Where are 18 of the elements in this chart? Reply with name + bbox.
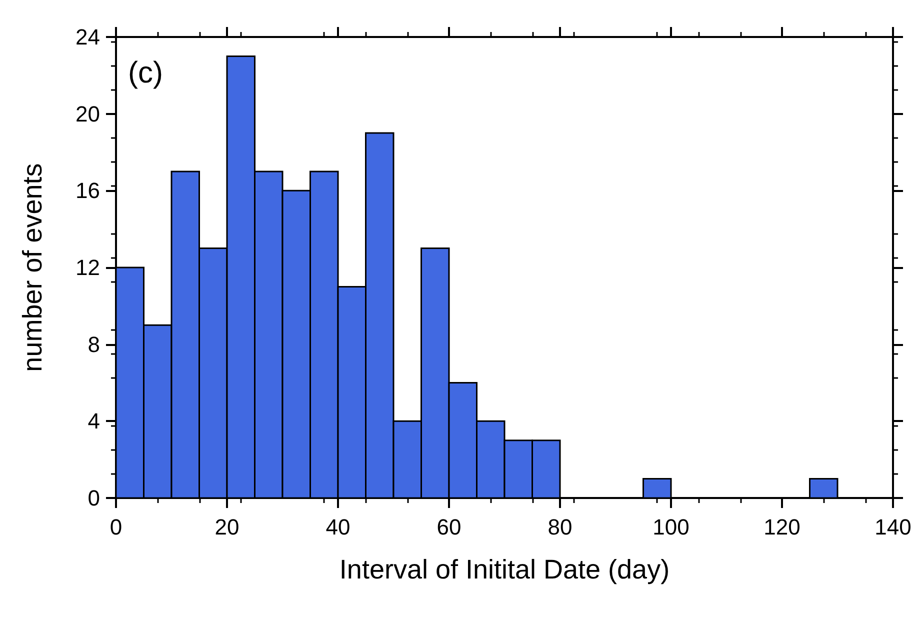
y-tick-label: 8 — [88, 332, 100, 357]
x-tick-label: 120 — [764, 514, 800, 540]
y-tick-label: 12 — [76, 255, 100, 280]
x-axis-title: Interval of Initital Date (day) — [339, 554, 670, 584]
annotation: (c) — [128, 56, 163, 90]
x-tick-label: 40 — [326, 514, 350, 540]
y-tick-label: 16 — [76, 178, 100, 204]
y-tick-label: 24 — [76, 24, 100, 50]
y-tick-label: 20 — [76, 101, 100, 126]
y-tick-label: 0 — [88, 486, 100, 510]
x-tick-label: 20 — [214, 514, 240, 540]
y-tick-label: 4 — [88, 408, 100, 434]
x-tick-label: 140 — [874, 514, 912, 540]
x-tick-label: 0 — [110, 514, 122, 540]
x-tick-label: 100 — [652, 514, 690, 540]
x-tick-label: 60 — [436, 514, 462, 540]
x-tick-label: 80 — [548, 514, 572, 540]
y-axis-title: number of events — [18, 163, 48, 372]
